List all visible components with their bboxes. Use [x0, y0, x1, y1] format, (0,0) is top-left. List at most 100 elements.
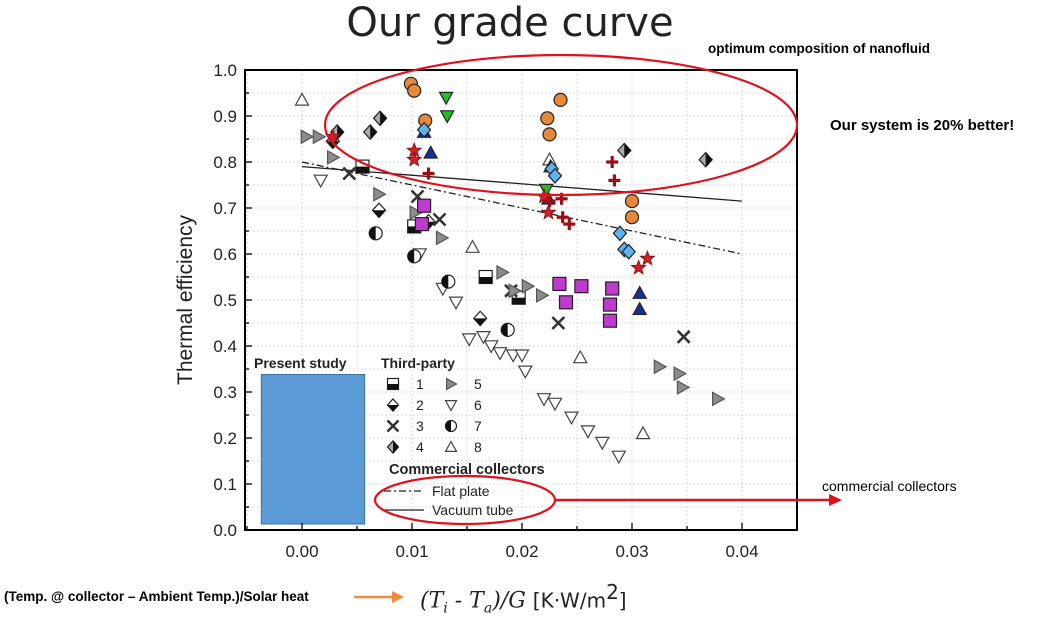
third-party-legend: 1 2 3 4 5 6 7 8	[386, 376, 482, 455]
data-point-square	[602, 297, 618, 312]
legend-item-label: 7	[474, 418, 482, 434]
legend-item-label: 3	[416, 418, 424, 434]
x-label-post: )/G	[492, 588, 526, 614]
data-point-star	[630, 259, 647, 275]
x-tick-label: 0.02	[505, 542, 538, 561]
data-point-dia-lr	[362, 124, 378, 141]
data-point-tri-down-open	[475, 331, 492, 345]
data-point-tri-down-open	[536, 393, 552, 407]
data-point-diamond	[416, 121, 432, 138]
x-label-pre: (T	[420, 588, 444, 614]
data-point-tri-right	[435, 230, 450, 246]
data-point-star	[540, 203, 557, 220]
data-point-tri-right	[409, 205, 424, 221]
caption-arrow-head	[392, 591, 404, 603]
y-tick-label: 0.4	[213, 337, 237, 356]
data-point-plus	[422, 167, 435, 180]
x-label-unit: [K·W/m	[532, 588, 607, 613]
legend-item-label: 5	[474, 376, 482, 392]
annotation-commercial-collectors: commercial collectors	[822, 478, 957, 494]
data-point-tri-up-open	[572, 349, 588, 364]
data-point-dia-half	[472, 310, 488, 327]
data-point-x	[676, 329, 691, 344]
data-point-sq-half	[478, 269, 493, 285]
y-tick-label: 0.8	[213, 153, 237, 172]
legend-item-4: 4	[386, 439, 424, 455]
y-axis-label: Thermal efficiency	[174, 214, 197, 385]
data-point-tri-down-open	[547, 397, 563, 412]
data-point-x	[551, 316, 566, 330]
x-label-unit-sup: 2	[606, 580, 619, 604]
data-point-circ-half	[441, 274, 456, 289]
y-tick-label: 0.5	[213, 291, 237, 310]
data-point-tri-right	[496, 264, 510, 280]
highlight-ellipse-commercial	[373, 474, 557, 526]
data-point-tri-up	[423, 145, 439, 159]
x-tick-label: 0.04	[725, 542, 758, 561]
present-study-region	[260, 374, 366, 525]
annotation-better: Our system is 20% better!	[830, 117, 1015, 134]
commercial-line	[301, 165, 743, 202]
data-point-circle	[624, 210, 640, 225]
data-point-star	[639, 249, 656, 266]
data-point-dia-lr	[372, 110, 388, 127]
data-point-tri-right	[521, 278, 536, 294]
data-point-circ-half	[368, 226, 383, 241]
data-point-star	[405, 151, 423, 167]
data-points	[294, 76, 726, 465]
data-point-square	[414, 217, 429, 232]
data-point-tri-right	[676, 379, 691, 395]
data-point-tri-right	[535, 287, 550, 303]
data-point-tri-up-open	[294, 92, 310, 106]
legend-item-2: 2	[386, 397, 424, 413]
x-axis-label: (Ti - Ta)/G [K·W/m2]	[420, 580, 627, 617]
data-point-tri-down	[438, 91, 454, 106]
y-tick-label: 0.0	[213, 521, 237, 540]
data-point-diamond	[547, 167, 563, 184]
data-point-circle	[540, 111, 555, 126]
legend-flat-plate-label: Flat plate	[432, 483, 490, 499]
data-point-tri-down	[439, 110, 455, 124]
data-point-tri-down-open	[461, 333, 477, 347]
legend-item-6: 6	[444, 397, 482, 413]
x-label-sub1: i	[443, 600, 448, 617]
slide-title: Our grade curve	[346, 0, 674, 46]
data-point-x	[432, 212, 447, 227]
axis-ticks: 0.0 0.1 0.2 0.3 0.4 0.5 0.6 0.7 0.8 0.9 1.0 0.00 0.0…	[213, 61, 798, 561]
data-point-plus	[608, 174, 621, 187]
data-point-tri-down-open	[611, 450, 627, 465]
data-point-circ-half	[407, 249, 422, 264]
data-point-dia-lr	[616, 142, 632, 159]
data-point-tri-up	[632, 301, 648, 315]
data-point-tri-down-open	[514, 349, 530, 363]
legend-item-5: 5	[446, 376, 482, 392]
y-tick-label: 1.0	[213, 61, 237, 80]
data-point-square	[574, 279, 589, 294]
data-point-dia-half	[371, 202, 387, 219]
data-point-square	[602, 313, 618, 328]
y-tick-label: 0.3	[213, 383, 237, 402]
data-point-tri-up-open	[464, 239, 481, 253]
data-point-square	[558, 295, 574, 310]
data-point-tri-down-open	[448, 296, 464, 311]
data-point-dia-lr	[698, 151, 714, 168]
commercial-legend-title: Commercial collectors	[389, 462, 545, 478]
legend-item-7: 7	[444, 418, 482, 434]
data-point-plus	[556, 211, 569, 224]
legend-item-8: 8	[444, 439, 482, 455]
data-point-tri-right	[300, 129, 315, 145]
data-point-tri-right	[373, 186, 387, 202]
legend-item-label: 1	[416, 376, 424, 392]
legend-vacuum-tube-label: Vacuum tube	[432, 502, 514, 518]
x-tick-label: 0.03	[615, 542, 648, 561]
data-point-tri-down-open	[492, 347, 508, 361]
data-point-tri-down-open	[594, 436, 610, 451]
data-point-tri-down	[538, 183, 554, 198]
x-label-sub2: a	[483, 600, 493, 617]
data-point-circle	[553, 92, 568, 108]
data-point-diamond	[621, 243, 637, 260]
data-point-tri-down-open	[313, 174, 329, 189]
data-point-tri-right	[312, 129, 327, 145]
x-tick-label: 0.01	[395, 542, 428, 561]
annotation-nanofluid: optimum composition of nanofluid	[708, 41, 930, 56]
